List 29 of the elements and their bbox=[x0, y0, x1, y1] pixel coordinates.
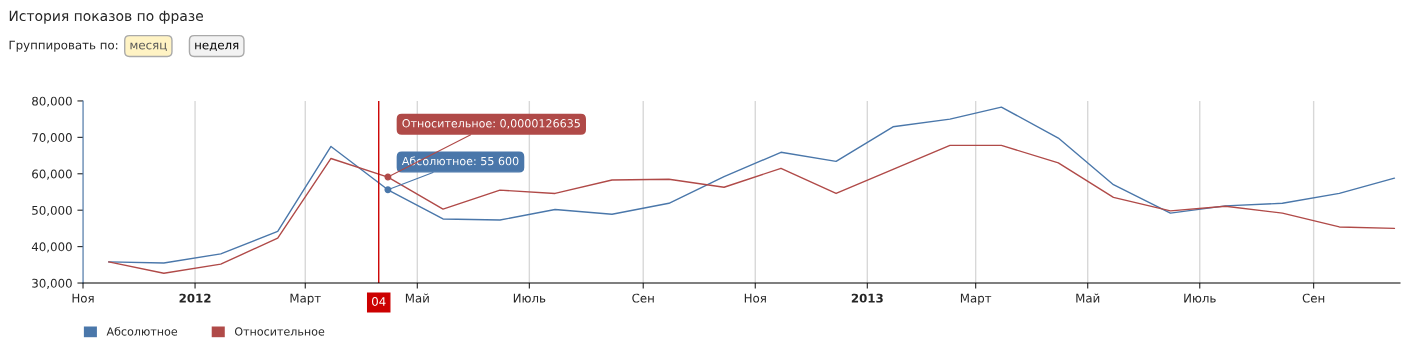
x-tick-label: Март bbox=[290, 293, 321, 305]
line-series bbox=[108, 106, 1396, 264]
x-tick-label: Июль bbox=[1184, 293, 1216, 303]
y-tick-label: 50,000 bbox=[32, 205, 72, 217]
text: Группировать по: bbox=[9, 40, 118, 52]
annotation: Относительное: 0,0000126635 bbox=[402, 119, 580, 129]
x-tick-label: 2013 bbox=[851, 293, 883, 303]
text: месяц bbox=[130, 42, 167, 51]
x-tick-label: Сен bbox=[1302, 293, 1325, 303]
chart-title: История показов по фразе bbox=[9, 10, 204, 24]
line-series bbox=[108, 144, 1396, 274]
x-tick-label: 2012 bbox=[179, 293, 211, 303]
legend-label: Абсолютное bbox=[106, 326, 178, 336]
y-tick-label: 60,000 bbox=[32, 169, 72, 180]
x-tick-label: Ноя bbox=[744, 293, 766, 303]
x-tick-label: Май bbox=[1076, 293, 1100, 303]
x-tick-label: Май bbox=[405, 293, 429, 303]
y-tick-label: 80,000 bbox=[32, 96, 72, 107]
ref-line-label: 04 bbox=[372, 296, 386, 306]
x-tick-label: Март bbox=[960, 293, 992, 305]
y-tick-label: 30,000 bbox=[32, 278, 72, 289]
y-tick-label: 70,000 bbox=[32, 133, 72, 144]
x-tick-label: Ноя bbox=[72, 293, 94, 303]
x-tick-label: Июль bbox=[513, 293, 546, 303]
x-tick-label: Сен bbox=[632, 293, 654, 303]
annotation: Абсолютное: 55 600 bbox=[401, 156, 519, 166]
legend-label: Относительное bbox=[234, 327, 325, 336]
y-tick-label: 40,000 bbox=[31, 242, 72, 253]
text: неделя bbox=[195, 42, 239, 51]
